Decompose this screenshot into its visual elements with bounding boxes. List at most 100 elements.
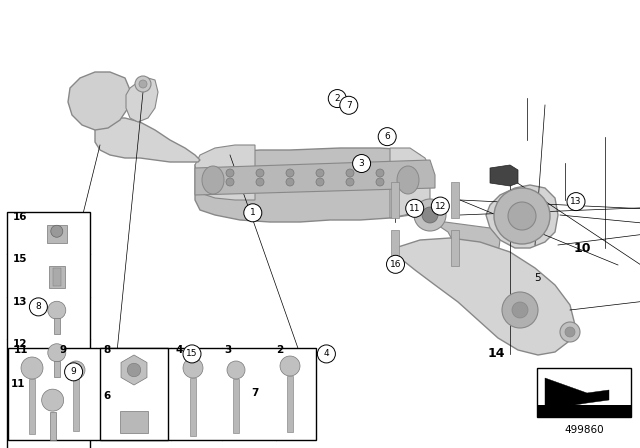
Bar [47,225,67,243]
Circle shape [67,361,85,379]
Bar [7,382,90,448]
Bar [190,378,196,436]
Circle shape [317,345,335,363]
Text: 9: 9 [59,345,66,355]
Circle shape [567,193,585,211]
Text: 10: 10 [573,242,591,255]
Polygon shape [430,220,500,262]
Bar [451,230,459,266]
Circle shape [42,389,63,411]
Circle shape [65,363,83,381]
Circle shape [502,292,538,328]
Bar [391,182,399,218]
Circle shape [48,344,66,362]
Text: 16: 16 [13,211,28,222]
Circle shape [183,358,203,378]
Circle shape [346,178,354,186]
Polygon shape [390,148,430,218]
Polygon shape [486,185,558,248]
Polygon shape [126,78,158,122]
Text: 3: 3 [224,345,231,355]
Text: 6: 6 [385,132,390,141]
Bar [7,212,90,382]
Circle shape [406,169,414,177]
Polygon shape [395,238,575,355]
Text: 7: 7 [251,388,259,398]
Circle shape [406,178,414,186]
Text: 5: 5 [534,273,541,283]
Bar [54,361,60,377]
Text: 9: 9 [71,367,76,376]
Polygon shape [545,378,609,410]
Circle shape [256,169,264,177]
Bar [100,348,168,440]
Circle shape [48,301,66,319]
Polygon shape [121,355,147,385]
Text: 14: 14 [487,347,505,361]
Circle shape [286,178,294,186]
Circle shape [340,96,358,114]
Bar [50,412,56,440]
Bar [391,230,399,266]
Circle shape [376,169,384,177]
Bar [120,411,148,433]
Text: 2: 2 [276,345,284,355]
Bar [54,318,60,334]
Text: 1: 1 [250,208,255,217]
Circle shape [406,199,424,217]
Text: 4: 4 [324,349,329,358]
Bar [233,379,239,433]
Polygon shape [68,72,130,130]
Circle shape [227,361,245,379]
Circle shape [431,197,449,215]
Circle shape [422,207,438,223]
Text: 4: 4 [176,345,184,355]
Circle shape [387,255,404,273]
Circle shape [226,178,234,186]
Circle shape [508,202,536,230]
Text: 7: 7 [346,101,351,110]
Circle shape [560,322,580,342]
Text: 499860: 499860 [564,425,604,435]
Text: 16: 16 [390,260,401,269]
Bar [73,379,79,431]
Text: 15: 15 [186,349,198,358]
Circle shape [127,363,141,377]
Text: 6: 6 [103,391,110,401]
Bar [537,368,631,417]
Text: 11: 11 [14,345,29,355]
Circle shape [565,327,575,337]
Circle shape [414,199,446,231]
Bar [8,348,316,440]
Circle shape [512,302,528,318]
Bar [451,182,459,218]
Circle shape [21,357,43,379]
Text: 2: 2 [335,94,340,103]
Circle shape [316,169,324,177]
Circle shape [316,178,324,186]
Bar [29,379,35,434]
Text: 13: 13 [570,197,582,206]
Circle shape [353,155,371,172]
Circle shape [256,178,264,186]
Circle shape [244,204,262,222]
Bar [52,268,61,286]
Ellipse shape [397,166,419,194]
Text: 12: 12 [13,339,28,349]
Text: 3: 3 [359,159,364,168]
Polygon shape [95,118,200,162]
Circle shape [378,128,396,146]
Circle shape [226,169,234,177]
Text: 8: 8 [103,345,110,355]
Bar [49,266,65,288]
Circle shape [280,356,300,376]
Text: 11: 11 [11,379,26,389]
Circle shape [346,169,354,177]
Bar [287,376,293,432]
Polygon shape [195,145,255,200]
Circle shape [286,169,294,177]
Bar [537,405,631,417]
Polygon shape [195,160,435,195]
Polygon shape [490,165,518,186]
Ellipse shape [202,166,224,194]
